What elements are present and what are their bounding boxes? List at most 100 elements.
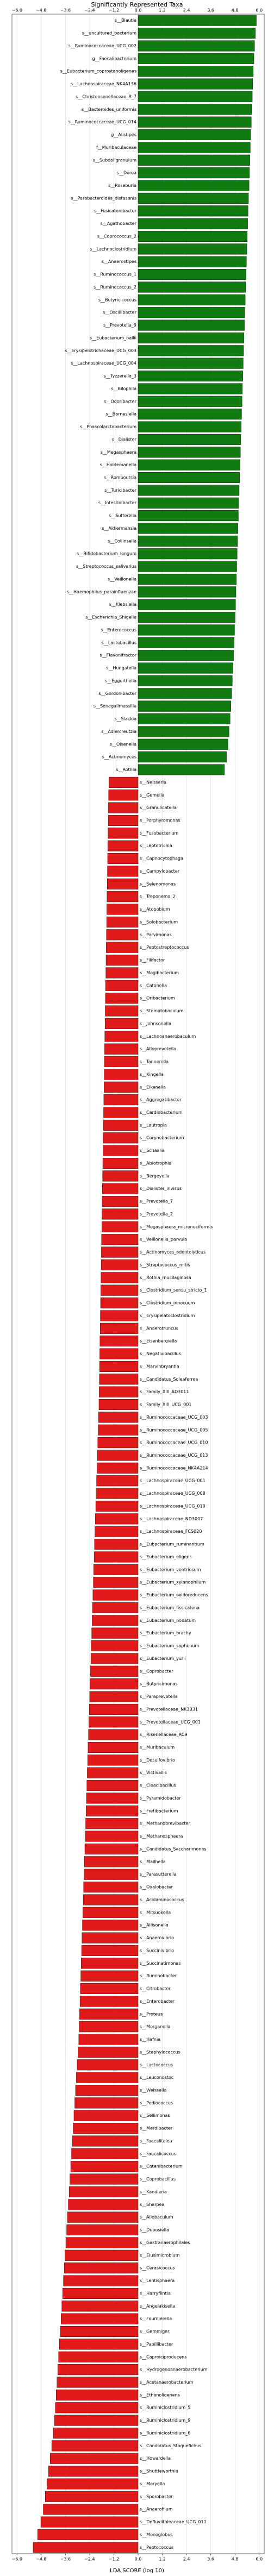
category-label: s__Filifactor xyxy=(140,958,165,963)
category-label: s__Stomatobaculum xyxy=(140,1008,184,1013)
category-label: s__Eubacterium_hallii xyxy=(90,335,136,340)
category-label: s__Lachnospiraceae_UCG_004 xyxy=(71,361,136,366)
bar xyxy=(138,713,231,725)
bar xyxy=(138,129,251,141)
category-label: s__Lachnospiraceae_UCG_001 xyxy=(140,1478,205,1483)
x-tick-label: −3.6 xyxy=(60,2557,71,2562)
bar xyxy=(79,2008,139,2020)
bar xyxy=(138,434,241,445)
bar xyxy=(138,396,242,407)
category-label: s__Ruminococcaceae_UCG_003 xyxy=(140,1415,208,1420)
bar xyxy=(138,535,238,547)
category-label: s__Oxalobacter xyxy=(140,1885,173,1890)
bar xyxy=(53,2427,139,2439)
category-label: s__Lautropia xyxy=(140,1123,167,1127)
category-label: s__Megasphaera_micronuciformis xyxy=(140,1224,213,1229)
bar xyxy=(108,802,139,813)
category-label: s__Turicibacter xyxy=(104,488,136,493)
bar xyxy=(49,2453,139,2464)
category-label: s__Ruminococcaceae_UCG_014 xyxy=(68,120,136,124)
bar xyxy=(51,2440,139,2452)
category-label: s__Eubacterium_xylanophilum xyxy=(140,1580,205,1585)
bar xyxy=(138,243,247,255)
bar xyxy=(91,1627,139,1639)
bar xyxy=(138,662,233,674)
category-label: s__Actinomyces xyxy=(102,755,136,760)
bar xyxy=(138,358,244,369)
bar xyxy=(89,1716,139,1728)
bar xyxy=(138,523,238,534)
category-label: s__Ruminococcaceae_UCG_013 xyxy=(140,1453,208,1458)
x-tick-label: 2.4 xyxy=(183,2557,190,2562)
bar xyxy=(57,2377,139,2388)
bar xyxy=(107,891,139,902)
bar xyxy=(80,1983,139,1995)
bar xyxy=(138,40,255,52)
bar xyxy=(45,2491,139,2502)
bar xyxy=(138,180,250,191)
category-label: s__Eggerthella xyxy=(105,678,136,683)
bar xyxy=(104,1069,139,1080)
category-label: s__Eubacterium_oxidoreducens xyxy=(140,1593,208,1597)
category-label: s__Johnsonella xyxy=(140,1021,171,1026)
category-label: s__Methanobrevibacter xyxy=(140,1821,191,1826)
bar xyxy=(91,1640,139,1652)
bar xyxy=(59,2339,139,2350)
bar xyxy=(61,2301,139,2312)
category-label: s__Family_XIII_UCG_001 xyxy=(140,1402,191,1407)
bar xyxy=(138,78,253,90)
bar xyxy=(70,2161,139,2172)
bar xyxy=(43,2504,139,2515)
category-label: s__Adlercreutzia xyxy=(101,729,136,734)
bar xyxy=(101,1234,139,1245)
category-label: s__Tannerella xyxy=(140,1060,169,1064)
bar xyxy=(100,1298,139,1309)
category-label: s__Olsenella xyxy=(110,742,136,747)
bar xyxy=(101,1259,139,1270)
bar xyxy=(138,104,252,115)
bar xyxy=(100,1310,139,1321)
bar xyxy=(81,1945,139,1956)
bar xyxy=(138,751,227,763)
category-label: s__Lactobacillus xyxy=(102,640,136,645)
bar xyxy=(33,2542,139,2553)
category-label: s__Faecalitalea xyxy=(140,2139,172,2143)
bar xyxy=(103,1094,139,1106)
category-label: s__Lachnospiraceae_UCG_008 xyxy=(140,1491,205,1496)
category-label: s__Haemophilus_parainfluenzae xyxy=(67,590,136,594)
bar xyxy=(96,1475,139,1487)
bar xyxy=(95,1526,139,1537)
bar xyxy=(40,2516,139,2528)
category-label: s__Neisseria xyxy=(140,780,166,785)
category-label: s__Eubacterium_yurii xyxy=(140,1656,186,1661)
bar xyxy=(104,1018,139,1029)
bar xyxy=(138,53,254,64)
category-label: s__Actinomyces_odontolyticus xyxy=(140,1250,205,1255)
category-label: s__Streptococcus_mitis xyxy=(140,1262,190,1267)
bar xyxy=(138,485,240,496)
x-tick-label-top: 4.8 xyxy=(232,8,239,13)
bar xyxy=(138,548,238,560)
bar xyxy=(103,1145,139,1156)
category-label: s__Holdemanella xyxy=(100,462,136,467)
bar xyxy=(97,1437,139,1449)
category-label: s__Oscillibacter xyxy=(103,310,136,315)
bar xyxy=(73,2110,139,2121)
bar xyxy=(99,1348,139,1359)
category-label: s__Prevotella_2 xyxy=(140,1212,173,1217)
category-label: s__Coprobacillus xyxy=(140,2177,176,2182)
bar xyxy=(103,1132,139,1144)
bar xyxy=(84,1856,139,1867)
bar xyxy=(47,2478,139,2490)
category-label: s__Dialister xyxy=(112,437,137,442)
x-tick-label: −2.4 xyxy=(84,2557,95,2562)
category-label: s__Schaalia xyxy=(140,1148,165,1153)
category-label: s__Streptococcus_salivarius xyxy=(76,564,136,569)
bar xyxy=(79,1996,139,2007)
bar xyxy=(138,637,234,648)
category-label: s__Ruminococcaceae_NK4A214 xyxy=(140,1465,208,1470)
bar xyxy=(105,967,139,979)
category-label: s__Bacteroides_uniformis xyxy=(82,107,136,112)
bar xyxy=(102,1183,139,1194)
